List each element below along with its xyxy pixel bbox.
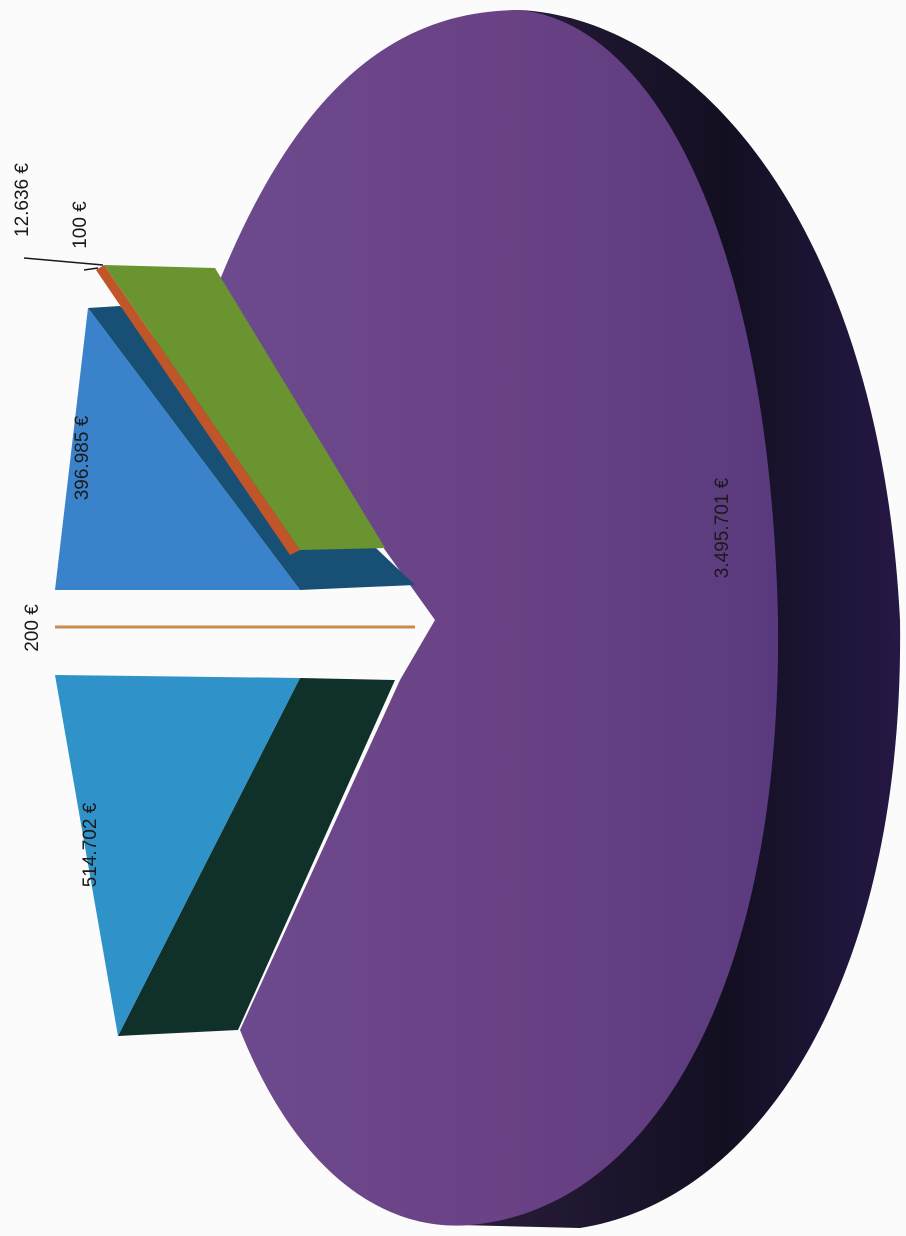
leader-line-12636 xyxy=(23,257,104,266)
slice-4 xyxy=(96,265,300,555)
slice-label-2: 200 € xyxy=(22,604,43,652)
slice-side-1 xyxy=(118,678,395,1036)
slice-5 xyxy=(104,265,385,550)
slice-1 xyxy=(55,675,300,1036)
slice-side-0 xyxy=(460,10,901,1228)
slice-label-1: 514.702 € xyxy=(80,802,101,887)
slice-0 xyxy=(210,10,779,1226)
slice-label-3: 396.985 € xyxy=(72,415,93,500)
slice-label-0: 3.495.701 € xyxy=(712,477,733,578)
slice-3 xyxy=(55,308,300,590)
slice-label-5: 12.636 € xyxy=(12,163,33,237)
leader-line-100 xyxy=(83,267,99,271)
slice-label-4: 100 € xyxy=(70,201,91,249)
